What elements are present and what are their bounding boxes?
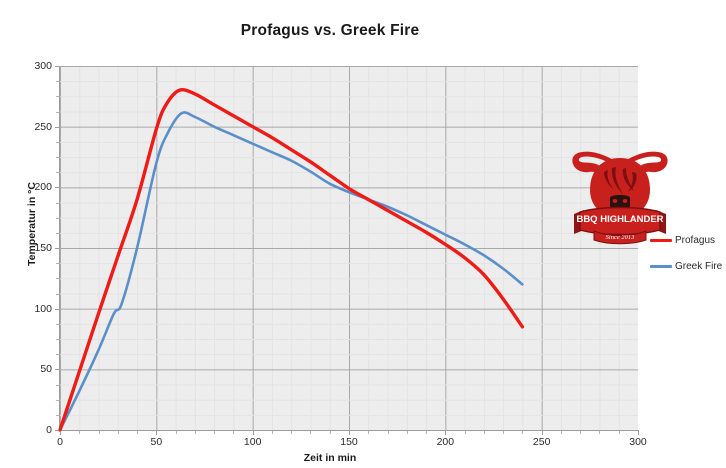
x-axis-minor-tick bbox=[137, 431, 139, 434]
x-axis-minor-tick bbox=[271, 431, 273, 434]
y-axis-minor-tick bbox=[56, 293, 59, 295]
y-axis-minor-tick bbox=[56, 111, 59, 113]
y-axis-tick-label: 150 bbox=[34, 242, 52, 254]
legend-item-label: Profagus bbox=[675, 235, 716, 246]
y-axis-minor-tick bbox=[56, 217, 59, 219]
x-axis-minor-tick bbox=[580, 431, 582, 434]
y-axis-tick-mark bbox=[55, 248, 59, 249]
y-axis-tick-label: 200 bbox=[34, 181, 52, 194]
y-axis-tick-mark bbox=[55, 126, 59, 128]
plot-area: BBQ HIGHLANDER Since 2013 Temperatur in … bbox=[26, 66, 668, 432]
bbq-highlander-logo: BBQ HIGHLANDER Since 2013 bbox=[568, 134, 672, 246]
x-axis-minor-tick bbox=[194, 431, 196, 434]
x-axis-tick-mark bbox=[445, 431, 447, 435]
x-axis-minor-tick bbox=[214, 431, 216, 434]
x-axis-minor-tick bbox=[387, 431, 389, 434]
y-axis-minor-tick bbox=[56, 96, 59, 98]
series-line-profagus bbox=[58, 88, 525, 432]
y-axis-minor-tick bbox=[56, 354, 59, 356]
x-axis-tick-label: 50 bbox=[150, 436, 163, 448]
series-line-greek-fire bbox=[58, 111, 524, 432]
y-axis-tick-mark bbox=[55, 430, 59, 431]
logo-tagline-text: Since 2013 bbox=[606, 234, 635, 241]
y-axis-minor-tick bbox=[56, 202, 59, 204]
x-axis-tick-label: 100 bbox=[243, 436, 262, 448]
x-axis-minor-tick bbox=[329, 431, 331, 434]
x-axis-tick-label: 0 bbox=[57, 436, 63, 448]
x-axis-minor-tick bbox=[368, 431, 370, 434]
y-axis-tick-mark bbox=[55, 66, 59, 67]
x-axis-minor-tick bbox=[291, 431, 293, 434]
y-axis-tick-label: 250 bbox=[34, 120, 52, 133]
y-axis-minor-tick bbox=[56, 414, 59, 416]
y-axis-minor-tick bbox=[56, 232, 59, 234]
x-axis-minor-tick bbox=[98, 431, 100, 434]
x-axis-line bbox=[59, 430, 639, 431]
y-axis-minor-tick bbox=[56, 263, 59, 265]
x-axis-minor-tick bbox=[79, 431, 81, 434]
data-series-layer bbox=[58, 88, 525, 432]
legend-color-swatch bbox=[650, 265, 672, 268]
legend-item[interactable]: Profagus bbox=[650, 232, 726, 249]
y-axis-tick-mark bbox=[55, 308, 59, 310]
y-axis-minor-tick bbox=[56, 141, 59, 143]
y-axis-minor-tick bbox=[56, 399, 59, 401]
x-axis-tick-label: 150 bbox=[340, 436, 358, 448]
x-axis-minor-tick bbox=[426, 431, 428, 434]
x-axis-minor-tick bbox=[406, 431, 408, 434]
y-axis-minor-tick bbox=[56, 81, 59, 83]
x-axis-title: Zeit in min bbox=[303, 452, 357, 464]
y-axis-tick-label: 300 bbox=[34, 60, 52, 72]
x-axis-minor-tick bbox=[503, 431, 505, 434]
y-axis-tick-label: 100 bbox=[34, 302, 52, 315]
x-axis-tick-mark bbox=[252, 431, 254, 435]
x-axis-minor-tick bbox=[310, 431, 312, 434]
y-axis-minor-tick bbox=[56, 339, 59, 340]
x-axis-minor-tick bbox=[599, 431, 601, 434]
y-axis-line bbox=[59, 66, 60, 431]
y-axis-minor-tick bbox=[56, 278, 59, 280]
x-axis-tick-mark bbox=[541, 431, 543, 435]
y-axis-tick-mark bbox=[55, 369, 59, 371]
x-axis-tick-label: 300 bbox=[629, 436, 647, 448]
x-axis-tick-label: 250 bbox=[532, 436, 551, 448]
x-axis-minor-tick bbox=[233, 431, 235, 434]
x-axis-minor-tick bbox=[464, 431, 466, 434]
x-axis-tick-mark bbox=[638, 431, 639, 435]
y-axis-tick-mark bbox=[55, 187, 59, 189]
y-axis-minor-tick bbox=[56, 323, 59, 325]
chart-title: Profagus vs. Greek Fire bbox=[240, 22, 420, 39]
y-axis-tick-label: 50 bbox=[40, 363, 52, 376]
y-axis-minor-tick bbox=[56, 157, 59, 158]
x-axis-minor-tick bbox=[117, 431, 119, 434]
x-axis-tick-mark bbox=[349, 431, 350, 435]
x-axis-minor-tick bbox=[483, 431, 485, 434]
legend-item[interactable]: Greek Fire bbox=[650, 258, 726, 275]
x-axis-minor-tick bbox=[560, 431, 562, 434]
logo-brand-text: BBQ HIGHLANDER bbox=[576, 214, 663, 225]
x-axis-minor-tick bbox=[522, 431, 524, 434]
y-axis-minor-tick bbox=[56, 384, 59, 386]
legend-item-label: Greek Fire bbox=[675, 261, 723, 272]
x-axis-tick-mark bbox=[60, 431, 61, 435]
y-axis-tick-label: 0 bbox=[46, 424, 52, 436]
x-axis-minor-tick bbox=[618, 431, 620, 434]
x-axis-tick-label: 200 bbox=[436, 436, 455, 448]
chart-legend: Profagus Greek Fire bbox=[650, 232, 726, 284]
y-axis-minor-tick bbox=[56, 172, 59, 174]
x-axis-tick-mark bbox=[156, 431, 158, 435]
legend-color-swatch bbox=[650, 239, 672, 242]
x-axis-minor-tick bbox=[175, 431, 177, 434]
